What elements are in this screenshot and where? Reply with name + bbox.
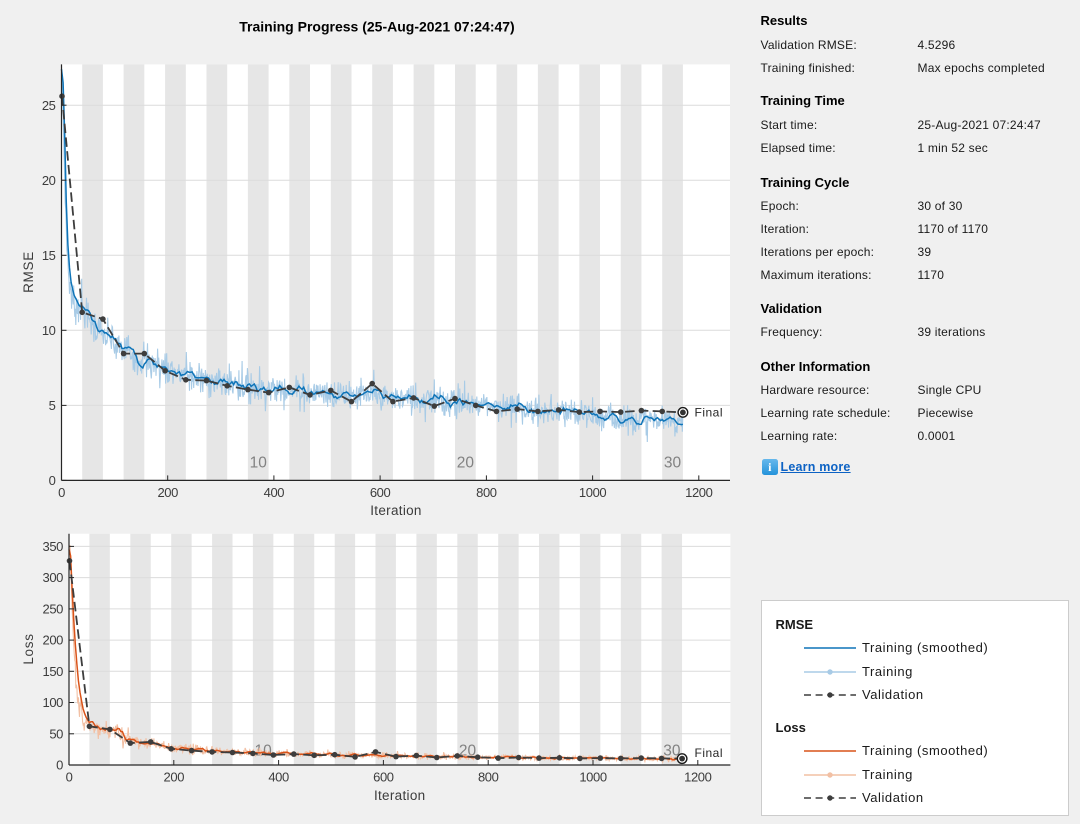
svg-text:100: 100 — [43, 695, 64, 710]
svg-text:Final: Final — [695, 746, 724, 760]
svg-text:0: 0 — [58, 485, 65, 500]
svg-text:10: 10 — [42, 323, 56, 338]
svg-text:400: 400 — [264, 485, 285, 500]
svg-text:350: 350 — [43, 539, 64, 554]
svg-text:5: 5 — [49, 398, 56, 413]
svg-text:1200: 1200 — [684, 770, 711, 785]
svg-text:20: 20 — [42, 173, 56, 188]
svg-text:Loss: Loss — [21, 633, 36, 664]
svg-text:0: 0 — [56, 758, 63, 773]
svg-text:200: 200 — [157, 485, 178, 500]
svg-text:1200: 1200 — [685, 485, 712, 500]
svg-text:300: 300 — [43, 570, 64, 585]
svg-text:25: 25 — [42, 98, 56, 113]
svg-text:1000: 1000 — [579, 770, 606, 785]
svg-text:400: 400 — [268, 770, 289, 785]
svg-text:600: 600 — [373, 770, 394, 785]
svg-text:800: 800 — [476, 485, 497, 500]
svg-text:Iteration: Iteration — [370, 503, 421, 518]
svg-text:0: 0 — [49, 473, 56, 488]
svg-text:1000: 1000 — [579, 485, 606, 500]
svg-text:800: 800 — [478, 770, 499, 785]
svg-text:600: 600 — [370, 485, 391, 500]
svg-text:30: 30 — [664, 454, 682, 471]
svg-text:15: 15 — [42, 248, 56, 263]
svg-text:150: 150 — [43, 664, 64, 679]
svg-text:20: 20 — [457, 454, 475, 471]
svg-text:50: 50 — [49, 726, 63, 741]
svg-text:Iteration: Iteration — [374, 788, 425, 803]
svg-text:Final: Final — [695, 406, 724, 420]
svg-text:250: 250 — [43, 602, 64, 617]
svg-text:30: 30 — [663, 742, 681, 759]
svg-text:RMSE: RMSE — [21, 251, 36, 293]
svg-text:Training Progress (25-Aug-2021: Training Progress (25-Aug-2021 07:24:47) — [239, 19, 514, 35]
svg-text:0: 0 — [66, 770, 73, 785]
svg-text:200: 200 — [43, 633, 64, 648]
svg-text:10: 10 — [250, 454, 268, 471]
svg-text:200: 200 — [164, 770, 185, 785]
